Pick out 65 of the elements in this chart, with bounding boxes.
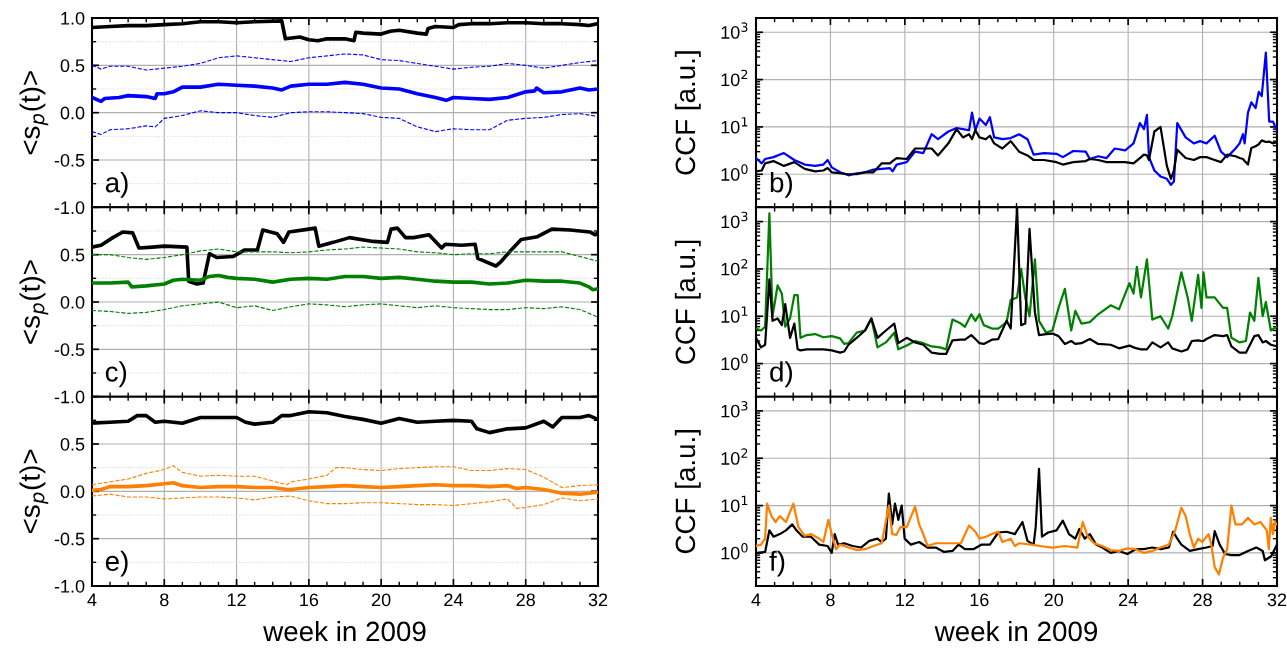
y-tick-label: 10$^{0}$ bbox=[721, 543, 748, 560]
y-tick-label: 0.5 bbox=[60, 59, 85, 73]
x-axis-title: week in 2009 bbox=[263, 620, 426, 642]
y-tick-label: 0.5 bbox=[60, 437, 85, 451]
x-tick-label: 24 bbox=[444, 593, 463, 607]
x-tick-label: 4 bbox=[751, 593, 761, 607]
y-tick-label: 10$^{0}$ bbox=[721, 164, 748, 181]
y-tick-label: 10$^{1}$ bbox=[721, 117, 748, 134]
x-tick-label: 8 bbox=[160, 593, 169, 607]
line-series bbox=[92, 246, 598, 262]
y-axis-title: <s$_{p}$(t)> bbox=[19, 449, 49, 534]
x-tick-label: 4 bbox=[87, 593, 97, 607]
y-tick-label: 1.0 bbox=[61, 11, 85, 25]
x-tick-label: 16 bbox=[970, 593, 989, 607]
y-tick-label: 10$^{3}$ bbox=[721, 401, 748, 418]
line-series bbox=[92, 53, 598, 71]
y-tick-label: 0.5 bbox=[60, 248, 85, 262]
y-tick-label: -1.0 bbox=[54, 390, 85, 404]
y-axis-title: <s$_{p}$(t)> bbox=[19, 260, 49, 344]
x-tick-label: 32 bbox=[1267, 593, 1287, 607]
line-series bbox=[92, 481, 598, 496]
y-tick-label: -0.5 bbox=[54, 532, 85, 546]
line-series bbox=[92, 80, 598, 104]
y-tick-label: -1.0 bbox=[54, 579, 85, 593]
annotation: e) bbox=[105, 550, 128, 577]
annotation: d) bbox=[770, 361, 792, 388]
y-axis-title: <s$_{p}$(t)> bbox=[19, 71, 49, 155]
x-axis-title: week in 2009 bbox=[934, 620, 1098, 642]
x-tick-label: 12 bbox=[227, 593, 246, 607]
x-tick-label: 24 bbox=[1119, 593, 1138, 607]
line-series bbox=[92, 273, 598, 292]
x-tick-label: 28 bbox=[1193, 593, 1212, 607]
x-tick-label: 20 bbox=[372, 593, 391, 607]
y-tick-label: 10$^{2}$ bbox=[721, 259, 748, 276]
x-tick-label: 8 bbox=[826, 593, 835, 607]
annotation: c) bbox=[105, 361, 127, 388]
annotation: b) bbox=[770, 171, 792, 198]
y-tick-label: -0.5 bbox=[54, 343, 85, 357]
y-axis-title: CCF [a.u.] bbox=[674, 430, 701, 554]
line-series bbox=[92, 110, 598, 135]
x-tick-label: 20 bbox=[1044, 593, 1064, 607]
y-tick-label: 10$^{3}$ bbox=[721, 211, 748, 229]
y-tick-label: 10$^{0}$ bbox=[721, 353, 748, 371]
y-tick-label: 0.0 bbox=[60, 106, 85, 120]
line-series bbox=[92, 301, 598, 318]
y-tick-label: 0.0 bbox=[60, 295, 85, 309]
y-tick-label: 10$^{1}$ bbox=[721, 306, 748, 323]
x-tick-label: 32 bbox=[588, 593, 608, 607]
y-tick-label: 10$^{2}$ bbox=[721, 69, 748, 87]
x-tick-label: 28 bbox=[516, 593, 535, 607]
y-tick-label: 10$^{3}$ bbox=[721, 22, 748, 39]
line-series bbox=[92, 465, 598, 489]
line-series bbox=[92, 493, 598, 509]
y-axis-title: CCF [a.u.] bbox=[674, 51, 701, 175]
y-tick-label: 0.0 bbox=[60, 485, 85, 499]
x-tick-label: 12 bbox=[896, 593, 914, 607]
y-tick-label: 10$^{1}$ bbox=[721, 495, 748, 513]
annotation: f) bbox=[769, 550, 785, 577]
x-tick-label: 16 bbox=[300, 593, 319, 607]
y-axis-title: CCF [a.u.] bbox=[674, 240, 701, 364]
y-tick-label: 10$^{2}$ bbox=[721, 448, 748, 465]
y-tick-label: -0.5 bbox=[54, 153, 85, 167]
y-tick-label: -1.0 bbox=[54, 201, 85, 215]
line-series bbox=[756, 502, 1277, 576]
annotation: a) bbox=[105, 171, 128, 198]
